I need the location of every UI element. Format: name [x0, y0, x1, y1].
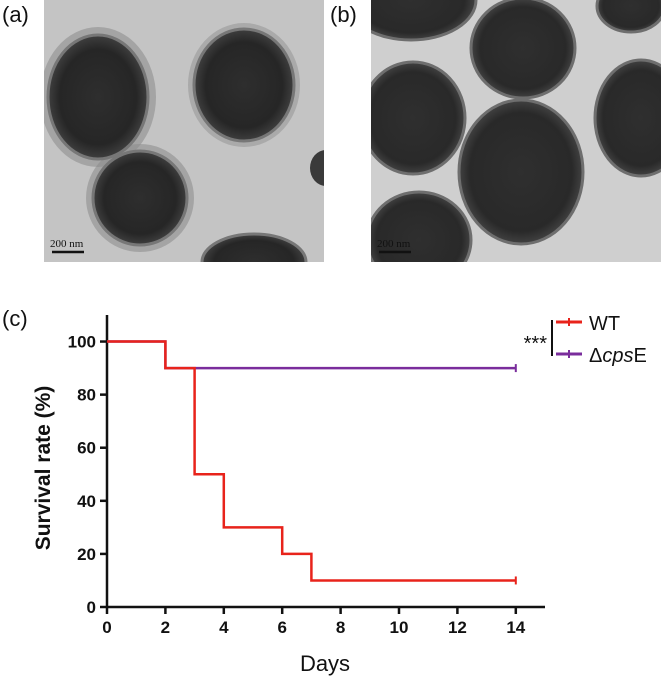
scale-bar-label-b: 200 nm [377, 238, 411, 250]
micrograph-b: 200 nm [371, 0, 661, 262]
legend-label-wt: WT [589, 313, 620, 335]
y-tick-label: 60 [77, 439, 96, 458]
legend: WT ΔcpsE *** [524, 313, 647, 367]
panel-label-b: (b) [330, 2, 357, 27]
legend-label-cpse: ΔcpsE [589, 345, 647, 367]
chart-axes [105, 315, 545, 609]
x-tick-label: 2 [161, 618, 170, 637]
significance-marker: *** [524, 333, 548, 355]
y-tick-label: 0 [87, 598, 96, 617]
x-tick-label: 0 [102, 618, 111, 637]
series-lines [107, 340, 517, 585]
panel-label-c: (c) [2, 306, 28, 331]
x-tick-label: 10 [390, 618, 409, 637]
micrograph-a: 200 nm [44, 0, 324, 262]
survival-chart: (c) 0 20 40 60 80 100 0 2 4 6 8 10 12 14 Survival ra… [2, 306, 647, 676]
x-tick-label: 8 [336, 618, 345, 637]
series-line-0 [107, 340, 516, 582]
x-axis-ticks: 0 2 4 6 8 10 12 14 [102, 607, 526, 637]
y-tick-label: 20 [77, 545, 96, 564]
y-tick-label: 40 [77, 492, 96, 511]
x-tick-label: 6 [277, 618, 286, 637]
y-axis-ticks: 0 20 40 60 80 100 [68, 333, 107, 617]
x-tick-label: 12 [448, 618, 467, 637]
panel-label-a: (a) [2, 2, 29, 27]
x-tick-label: 4 [219, 618, 229, 637]
x-axis-title: Days [300, 651, 350, 676]
x-tick-label: 14 [506, 618, 525, 637]
series-line-1 [107, 340, 516, 370]
y-tick-label: 80 [77, 386, 96, 405]
y-axis-title: Survival rate (%) [32, 386, 55, 551]
y-tick-label: 100 [68, 333, 96, 352]
scale-bar-label-a: 200 nm [50, 238, 84, 250]
